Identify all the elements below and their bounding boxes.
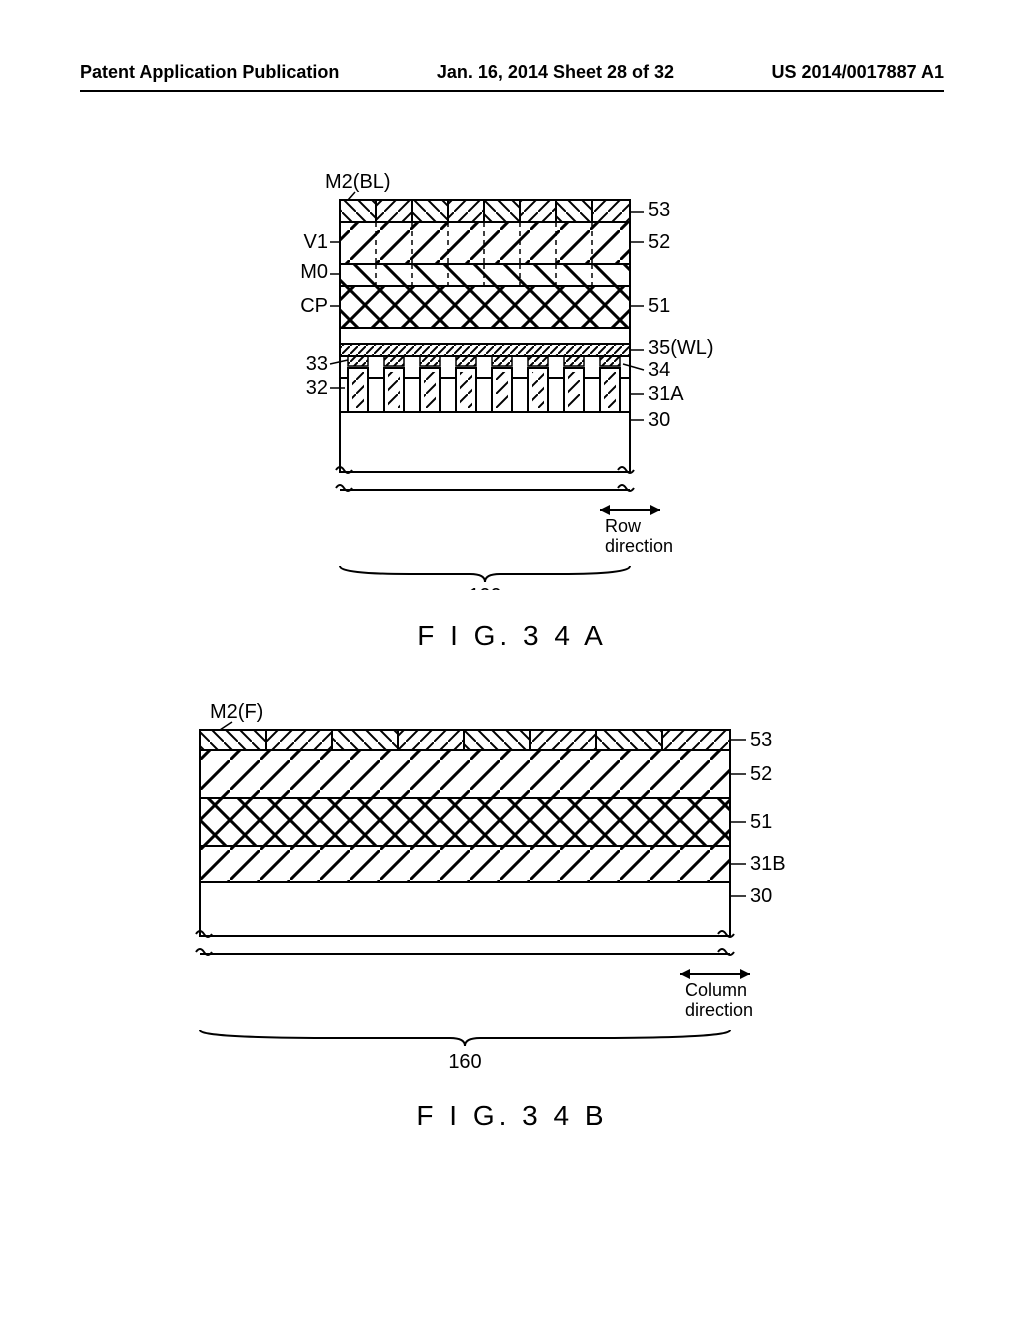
header-right: US 2014/0017887 A1 [772, 62, 944, 83]
row-direction-arrow: Row direction [600, 505, 673, 556]
ref-100: 100 [468, 585, 501, 590]
label-53: 53 [648, 199, 670, 221]
fig-34a-svg: M2(BL) V1 M0 CP 33 32 53 52 51 35(WL) 34… [230, 170, 790, 590]
label-51: 51 [648, 295, 670, 317]
fig-34a-caption: F I G. 3 4 A [0, 620, 1024, 652]
labelb-31b: 31B [750, 853, 786, 875]
page-header: Patent Application Publication Jan. 16, … [0, 62, 1024, 83]
fig-34b-caption: F I G. 3 4 B [0, 1100, 1024, 1132]
ref-160: 160 [448, 1051, 481, 1073]
labelb-30: 30 [750, 885, 772, 907]
label-34: 34 [648, 359, 670, 381]
label-35wl: 35(WL) [648, 337, 714, 359]
svg-text:Row: Row [605, 516, 642, 536]
fig-34b-svg: M2(F) [140, 700, 880, 1100]
header-center: Jan. 16, 2014 Sheet 28 of 32 [437, 62, 674, 83]
label-m2f: M2(F) [210, 701, 263, 723]
labelb-51: 51 [750, 811, 772, 833]
label-cp: CP [300, 295, 328, 317]
label-31a: 31A [648, 383, 684, 405]
label-33: 33 [306, 353, 328, 375]
label-m2bl: M2(BL) [325, 171, 391, 193]
column-direction-arrow: Column direction [680, 969, 753, 1020]
figure-34b: M2(F) [140, 700, 880, 1105]
figure-34a: M2(BL) V1 M0 CP 33 32 53 52 51 35(WL) 34… [230, 170, 790, 595]
labelb-52: 52 [750, 763, 772, 785]
label-52: 52 [648, 231, 670, 253]
svg-text:direction: direction [685, 1000, 753, 1020]
label-32: 32 [306, 377, 328, 399]
svg-text:Column: Column [685, 980, 747, 1000]
label-30: 30 [648, 409, 670, 431]
header-rule [80, 90, 944, 92]
svg-text:direction: direction [605, 536, 673, 556]
labelb-53: 53 [750, 729, 772, 751]
header-left: Patent Application Publication [80, 62, 339, 83]
label-m0: M0 [300, 261, 328, 283]
label-v1: V1 [304, 231, 328, 253]
